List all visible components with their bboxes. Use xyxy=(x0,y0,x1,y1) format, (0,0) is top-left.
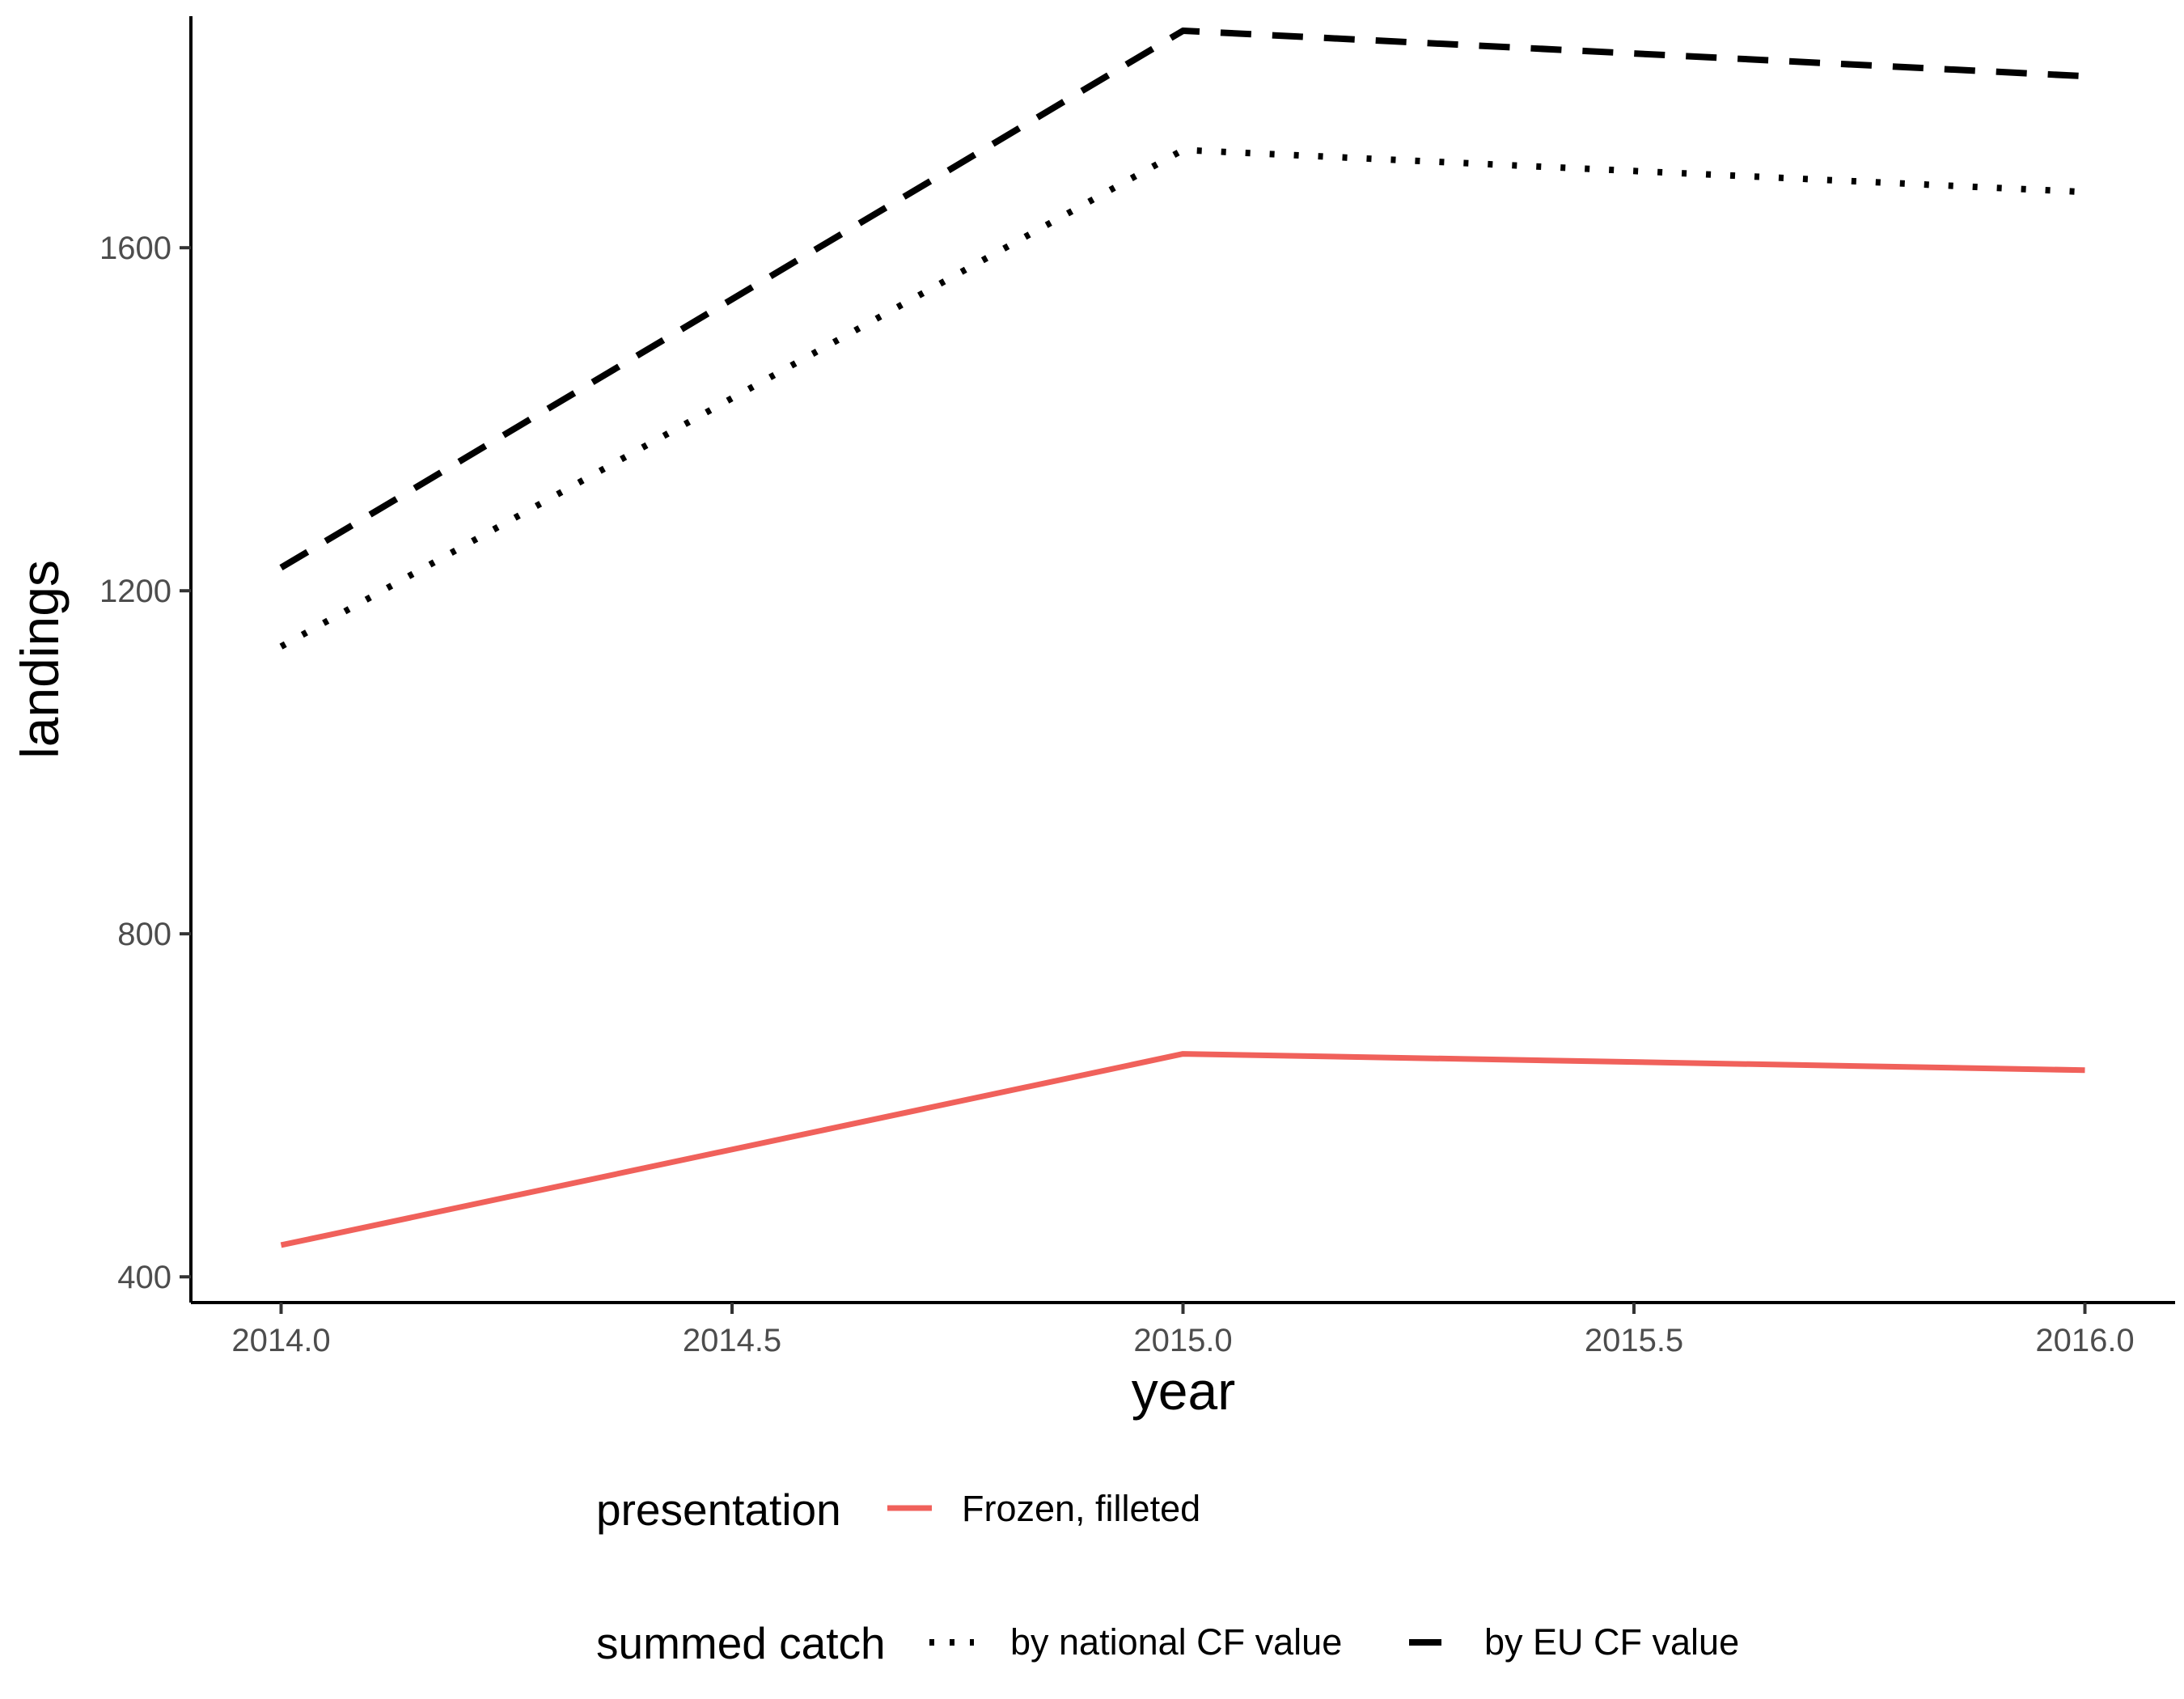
legend-title-presentation: presentation xyxy=(596,1485,841,1535)
y-tick-label: 1200 xyxy=(99,574,171,609)
y-axis-ticks: 400 800 1200 1600 xyxy=(99,231,191,1295)
x-tick-label: 2014.0 xyxy=(231,1323,330,1358)
legend-summed-catch: summed catch by national CF value by EU … xyxy=(596,1618,1739,1668)
series-frozen-filleted xyxy=(280,1051,2085,1248)
series-by-eu-cf-value xyxy=(279,28,2085,571)
x-tick-label: 2016.0 xyxy=(2035,1323,2134,1358)
x-tick-label: 2015.5 xyxy=(1585,1323,1683,1358)
legend-presentation: presentation Frozen, filleted xyxy=(596,1485,1200,1535)
x-axis-title: year xyxy=(1132,1361,1235,1421)
x-tick-label: 2014.5 xyxy=(683,1323,781,1358)
y-axis-title: landings xyxy=(10,560,70,759)
y-tick-label: 1600 xyxy=(99,231,171,266)
legend-label-national-cf: by national CF value xyxy=(1010,1621,1342,1663)
y-tick-label: 800 xyxy=(117,917,171,952)
legend-label-frozen-filleted: Frozen, filleted xyxy=(962,1488,1200,1529)
x-tick-label: 2015.0 xyxy=(1133,1323,1232,1358)
x-axis-ticks: 2014.0 2014.5 2015.0 2015.5 2016.0 xyxy=(231,1303,2135,1358)
legend-title-summed-catch: summed catch xyxy=(596,1618,886,1668)
series-by-national-cf-value xyxy=(279,146,2085,650)
y-tick-label: 400 xyxy=(117,1260,171,1295)
series-layer xyxy=(279,28,2085,1248)
legend-label-eu-cf: by EU CF value xyxy=(1484,1621,1739,1663)
